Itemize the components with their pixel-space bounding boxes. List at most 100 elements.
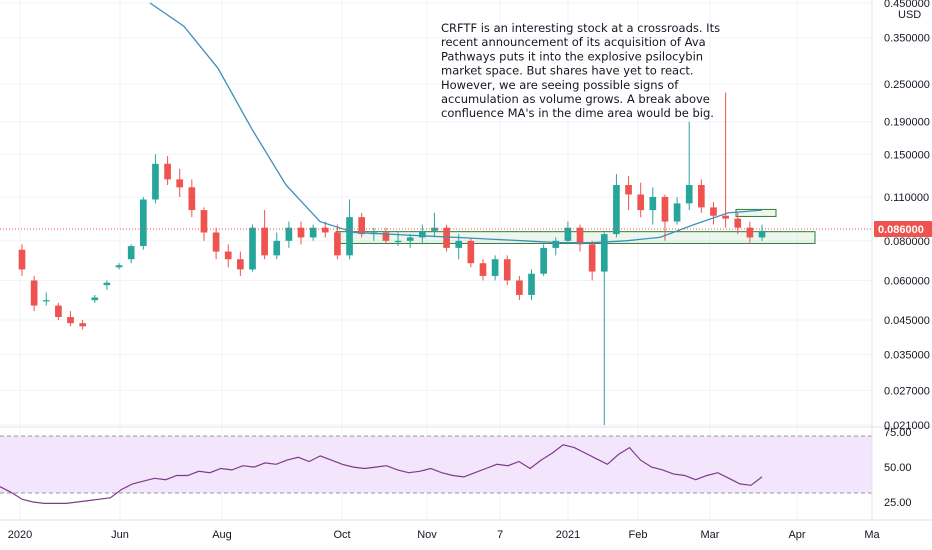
candle: [649, 187, 657, 225]
price-tick-label: 0.150000: [884, 149, 930, 161]
rsi-axis[interactable]: 75.00 50.00 25.00: [884, 427, 912, 509]
candle: [746, 221, 754, 243]
candle: [261, 210, 268, 260]
annotation-line: However, we are seeing possible signs of: [441, 78, 679, 92]
candle: [79, 320, 86, 330]
time-tick-label: 7: [497, 529, 503, 541]
time-tick-label: Ma: [864, 529, 880, 541]
currency-label: USD: [898, 9, 921, 21]
candle: [443, 224, 450, 252]
candle: [722, 92, 729, 228]
price-tick-label: 0.110000: [884, 192, 929, 204]
annotation-line: confluence MA's in the dime area would b…: [441, 106, 714, 120]
candle: [418, 224, 426, 245]
price-tick-label: 0.190000: [884, 117, 930, 129]
annotation-line: market space. But shares have yet to rea…: [441, 64, 694, 78]
candle: [309, 224, 317, 241]
support-zone: [735, 208, 777, 217]
candle: [588, 240, 596, 281]
candle: [661, 194, 669, 241]
candle: [673, 196, 681, 225]
last-price-label: 0.086000: [878, 224, 924, 236]
candle: [600, 232, 608, 425]
candle: [55, 302, 62, 321]
candle: [18, 244, 26, 276]
candle: [285, 221, 293, 248]
time-tick-label: Apr: [788, 529, 805, 541]
price-tick-label: 0.021000: [884, 420, 930, 432]
candle: [321, 221, 329, 238]
candle: [91, 294, 99, 303]
candle: [613, 173, 620, 238]
candle: [139, 196, 147, 250]
candle: [200, 207, 208, 241]
candle: [164, 156, 171, 186]
candle: [115, 263, 123, 270]
candle: [528, 269, 535, 301]
rsi-band: [0, 436, 872, 493]
candle: [127, 244, 135, 264]
candle: [734, 212, 742, 235]
price-tick-label: 0.350000: [884, 33, 930, 45]
price-tick-label: 0.250000: [884, 79, 930, 91]
candle: [334, 224, 341, 260]
annotation-line: Pathways puts it into the explosive psil…: [441, 49, 703, 63]
candle: [758, 224, 766, 241]
candle: [710, 202, 717, 225]
candle: [516, 275, 523, 301]
candle: [273, 232, 281, 260]
price-tick-label: 0.450000: [884, 0, 930, 10]
rsi-series: [0, 444, 763, 504]
candle: [30, 275, 38, 312]
price-tick-label: 0.035000: [884, 350, 930, 362]
annotation-line: accumulation as volume grows. A break ab…: [441, 92, 710, 106]
time-tick-label: 2020: [8, 529, 32, 541]
candle: [455, 234, 463, 260]
candle: [564, 221, 572, 245]
time-axis[interactable]: 2020 Jun Aug Oct Nov 7 2021 Feb Mar Apr Ma: [8, 529, 881, 541]
price-tick-label: 0.080000: [884, 236, 930, 248]
candle: [431, 212, 438, 238]
candle: [406, 234, 414, 248]
moving-average-series: [149, 2, 763, 244]
time-tick-label: Jun: [111, 529, 129, 541]
rsi-line: [0, 444, 763, 504]
candle: [576, 224, 584, 252]
price-tick-label: 0.060000: [884, 275, 930, 287]
candle: [67, 311, 74, 327]
candle: [297, 221, 305, 245]
candle: [467, 237, 475, 268]
time-tick-label: Mar: [701, 529, 720, 541]
candle: [346, 199, 353, 260]
candle: [382, 227, 390, 245]
annotation-line: CRFTF is an interesting stock at a cross…: [441, 21, 720, 35]
time-tick-label: Feb: [629, 529, 648, 541]
price-tick-label: 0.045000: [884, 315, 930, 327]
candle: [42, 292, 50, 306]
candle: [625, 176, 632, 211]
candle: [358, 212, 366, 238]
candle: [212, 227, 220, 260]
candle: [237, 251, 244, 276]
candle: [249, 224, 256, 272]
last-price-badge: 0.086000: [874, 221, 932, 237]
price-axis[interactable]: 0.450000 0.350000 0.250000 0.190000 0.150000…: [884, 0, 930, 432]
candle: [176, 168, 184, 197]
candle: [152, 154, 159, 204]
candle: [103, 280, 111, 290]
candle: [698, 179, 705, 213]
candle: [491, 255, 499, 281]
time-tick-label: 2021: [556, 529, 580, 541]
rsi-tick-label: 25.00: [884, 497, 912, 509]
candle: [540, 244, 547, 276]
rsi-tick-label: 50.00: [884, 462, 912, 474]
candle: [503, 255, 511, 286]
time-tick-label: Nov: [417, 529, 437, 541]
candle: [224, 244, 232, 268]
candle: [685, 121, 693, 211]
candle: [188, 179, 196, 218]
candle: [479, 259, 487, 281]
rsi-tick-label: 75.00: [884, 427, 912, 439]
moving-average-line: [149, 2, 763, 244]
